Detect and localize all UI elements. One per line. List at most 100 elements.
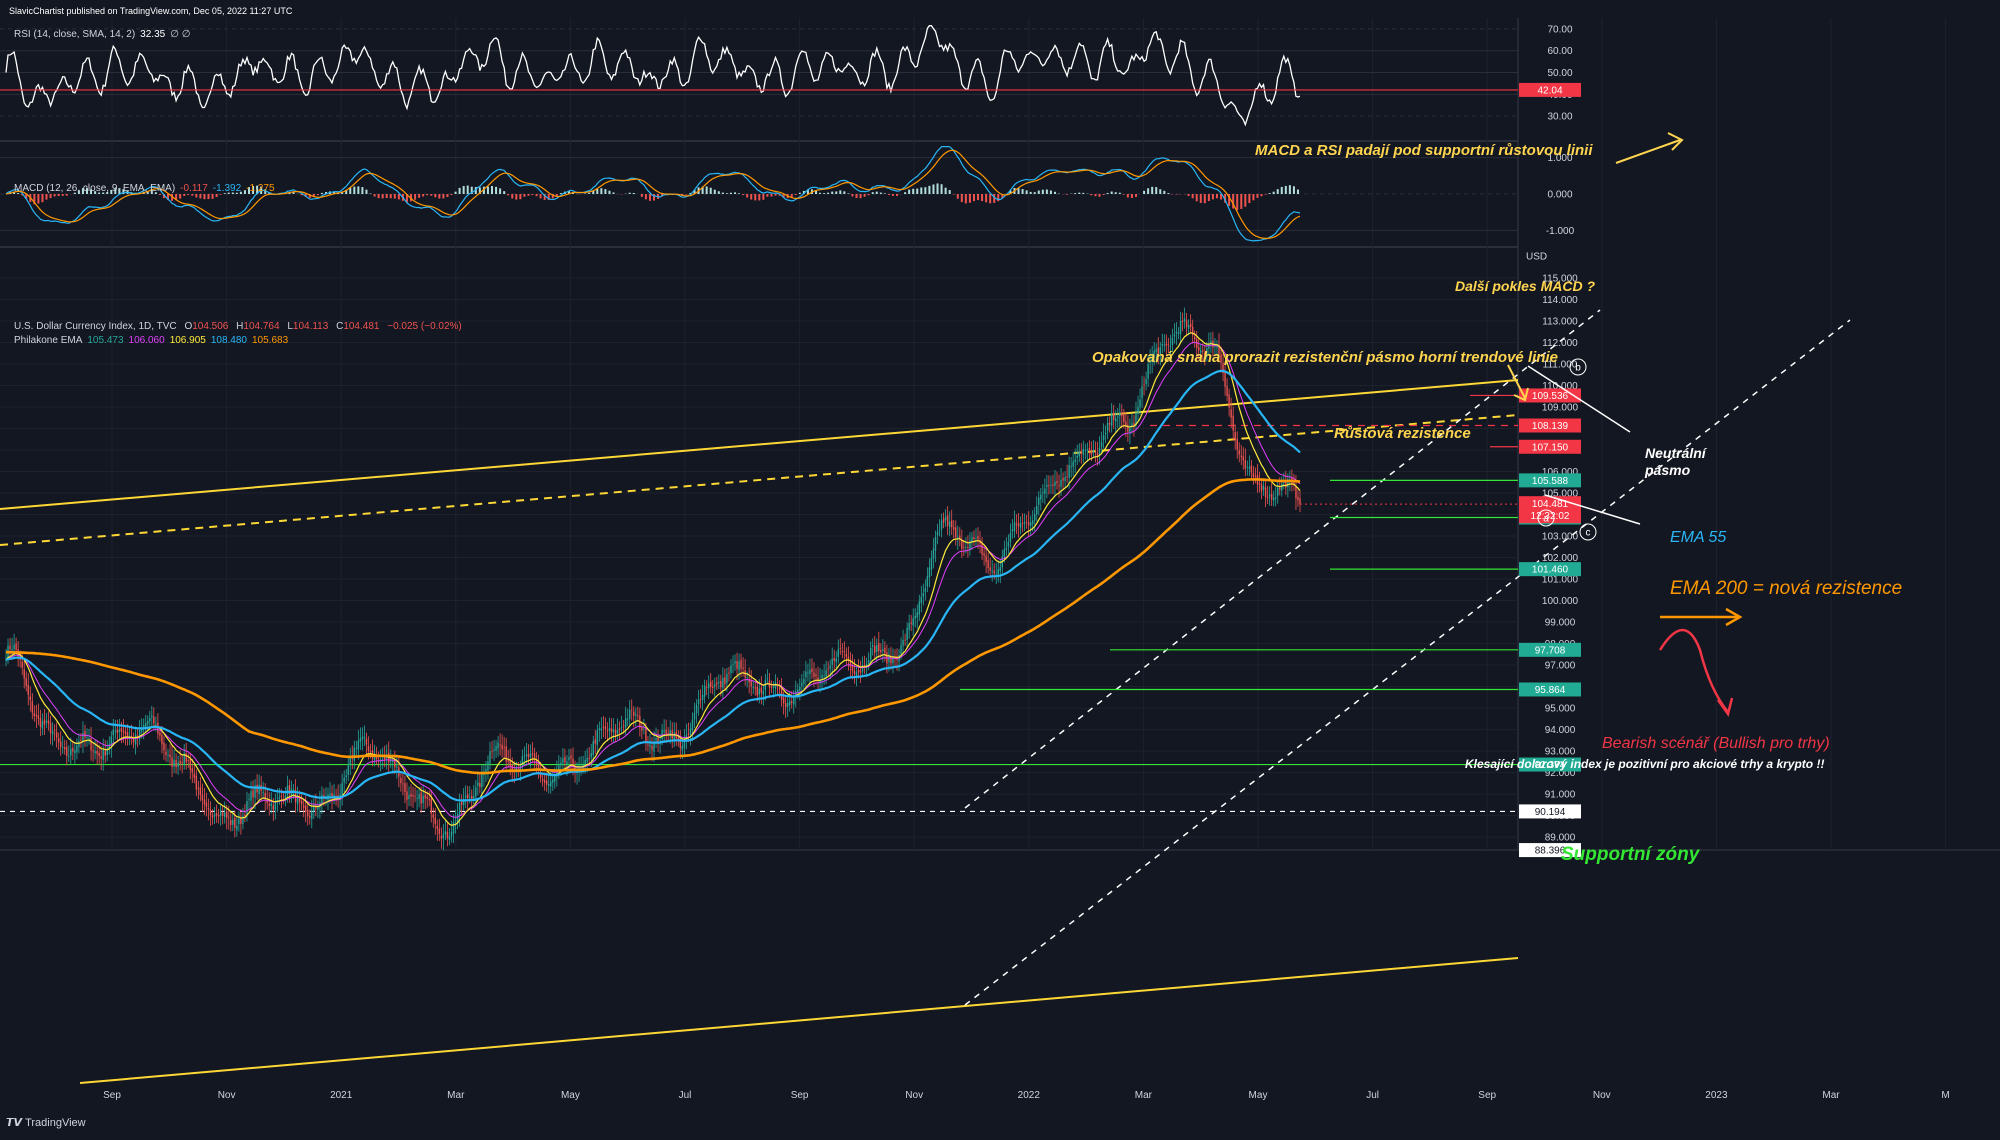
candle-body [767, 678, 768, 679]
annotation-repeated-attempt: Opakovaná snaha prorazit rezistenční pás… [1092, 349, 1558, 366]
candle-body [68, 756, 69, 757]
candle-body [815, 674, 816, 676]
candle-body [42, 721, 43, 728]
candle-body [1062, 478, 1063, 481]
macd-histogram-bar [775, 194, 777, 196]
candle-body [1075, 460, 1076, 462]
candle-body [56, 732, 57, 737]
macd-histogram-bar [860, 194, 862, 198]
candle-body [601, 728, 602, 730]
macd-histogram-bar [977, 194, 979, 200]
macd-histogram-bar [1293, 186, 1295, 194]
candle-body [732, 664, 733, 665]
candle-body [396, 766, 397, 767]
candle-body [445, 831, 446, 834]
macd-histogram-bar [357, 186, 359, 194]
macd-histogram-bar [540, 194, 542, 198]
macd-histogram-bar [912, 189, 914, 194]
macd-histogram-bar [50, 194, 52, 198]
candle-body [60, 742, 61, 748]
candle-body [799, 687, 800, 691]
candle-body [481, 773, 482, 787]
macd-histogram-bar [706, 186, 708, 194]
candle-body [724, 677, 725, 684]
macd-tick-label: 0.000 [1547, 190, 1572, 201]
macd-histogram-bar [54, 194, 56, 196]
macd-histogram-bar [463, 186, 465, 194]
candle-body [400, 778, 401, 783]
candle-body [710, 682, 711, 688]
candle-body [246, 801, 247, 814]
candle-body [1172, 338, 1173, 345]
candle-body [706, 687, 707, 688]
macd-histogram-bar [815, 191, 817, 194]
candle-body [13, 645, 14, 649]
candle-body [584, 760, 585, 764]
candle-body [823, 676, 824, 677]
candle-body [1016, 523, 1017, 524]
candle-body [102, 749, 103, 760]
candle-body [177, 762, 178, 766]
macd-histogram-bar [66, 194, 68, 196]
macd-histogram-bar [710, 188, 712, 194]
candle-body [1147, 364, 1148, 378]
ohlc-h: 104.764 [243, 321, 279, 332]
macd-histogram-bar [426, 194, 428, 195]
candle-body [228, 817, 229, 818]
candle-body [473, 796, 474, 798]
candle-body [542, 779, 543, 780]
macd-histogram-bar [183, 194, 185, 196]
macd-histogram-bar [446, 194, 448, 197]
candle-body [1182, 321, 1183, 322]
candle-body [1188, 325, 1189, 328]
candle-body [597, 730, 598, 744]
candle-body [734, 661, 735, 663]
candle-body [996, 574, 997, 575]
candle-body [635, 714, 636, 715]
candle-body [88, 738, 89, 739]
candle-body [194, 774, 195, 778]
candle-body [546, 781, 547, 785]
candle-body [1143, 384, 1144, 385]
candle-body [971, 537, 972, 542]
macd-histogram-bar [1034, 192, 1036, 194]
macd-histogram-bar [1155, 187, 1157, 194]
candle-body [149, 718, 150, 722]
candle-body [720, 681, 721, 687]
ema-value-5: 105.683 [252, 335, 288, 346]
candle-body [789, 701, 790, 705]
candle-body [698, 700, 699, 704]
candle-body [566, 762, 567, 765]
candle-body [908, 623, 909, 630]
macd-histogram-bar [997, 194, 999, 201]
candle-body [528, 754, 529, 757]
candle-body [1123, 415, 1124, 422]
candle-body [919, 602, 920, 615]
candle-body [46, 721, 47, 723]
candle-body [751, 681, 752, 687]
candle-body [1299, 498, 1300, 504]
macd-histogram-bar [1115, 192, 1117, 194]
candle-body [846, 654, 847, 657]
candle-body [1099, 448, 1100, 455]
candle-body [943, 518, 944, 522]
candle-body [530, 754, 531, 757]
candle-body [617, 730, 618, 734]
price-tick-label: 103.000 [1542, 532, 1579, 543]
countdown-text: 12:32:02 [1531, 511, 1570, 522]
macd-histogram-bar [718, 191, 720, 194]
candle-body [1243, 456, 1244, 460]
macd-histogram-bar [957, 194, 959, 199]
candle-body [309, 816, 310, 817]
macd-hist-value: -1.275 [246, 183, 274, 194]
candle-body [1180, 321, 1181, 334]
candle-body [1265, 488, 1266, 498]
candle-body [121, 728, 122, 732]
candle-body [593, 741, 594, 755]
macd-histogram-bar [1265, 194, 1267, 195]
candle-body [1093, 451, 1094, 453]
candle-body [360, 739, 361, 742]
macd-histogram-bar [1127, 194, 1129, 198]
macd-histogram-bar [949, 190, 951, 194]
candle-body [453, 822, 454, 833]
